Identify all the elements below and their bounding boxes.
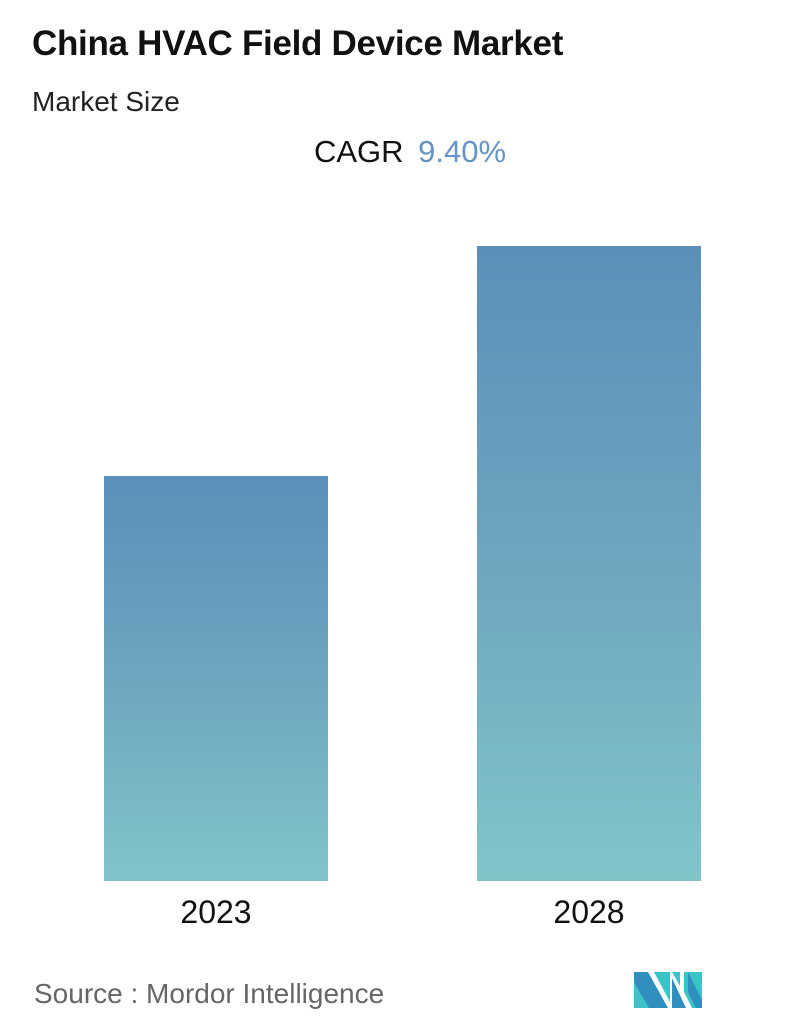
x-tick-label-2028: 2028 — [553, 894, 625, 930]
mordor-intelligence-logo-icon — [634, 972, 702, 1008]
chart-title: China HVAC Field Device Market — [32, 24, 564, 63]
bar-2028 — [477, 246, 701, 881]
cagr-label: CAGR — [313, 134, 404, 169]
cagr-value: 9.40% — [418, 134, 507, 169]
chart-subtitle: Market Size — [32, 86, 180, 117]
cagr-annotation: CAGR 9.40% — [0, 134, 796, 170]
source-text: Source : Mordor Intelligence — [34, 978, 385, 1009]
bar-2023 — [104, 476, 328, 881]
x-tick-label-2023: 2023 — [180, 894, 252, 930]
